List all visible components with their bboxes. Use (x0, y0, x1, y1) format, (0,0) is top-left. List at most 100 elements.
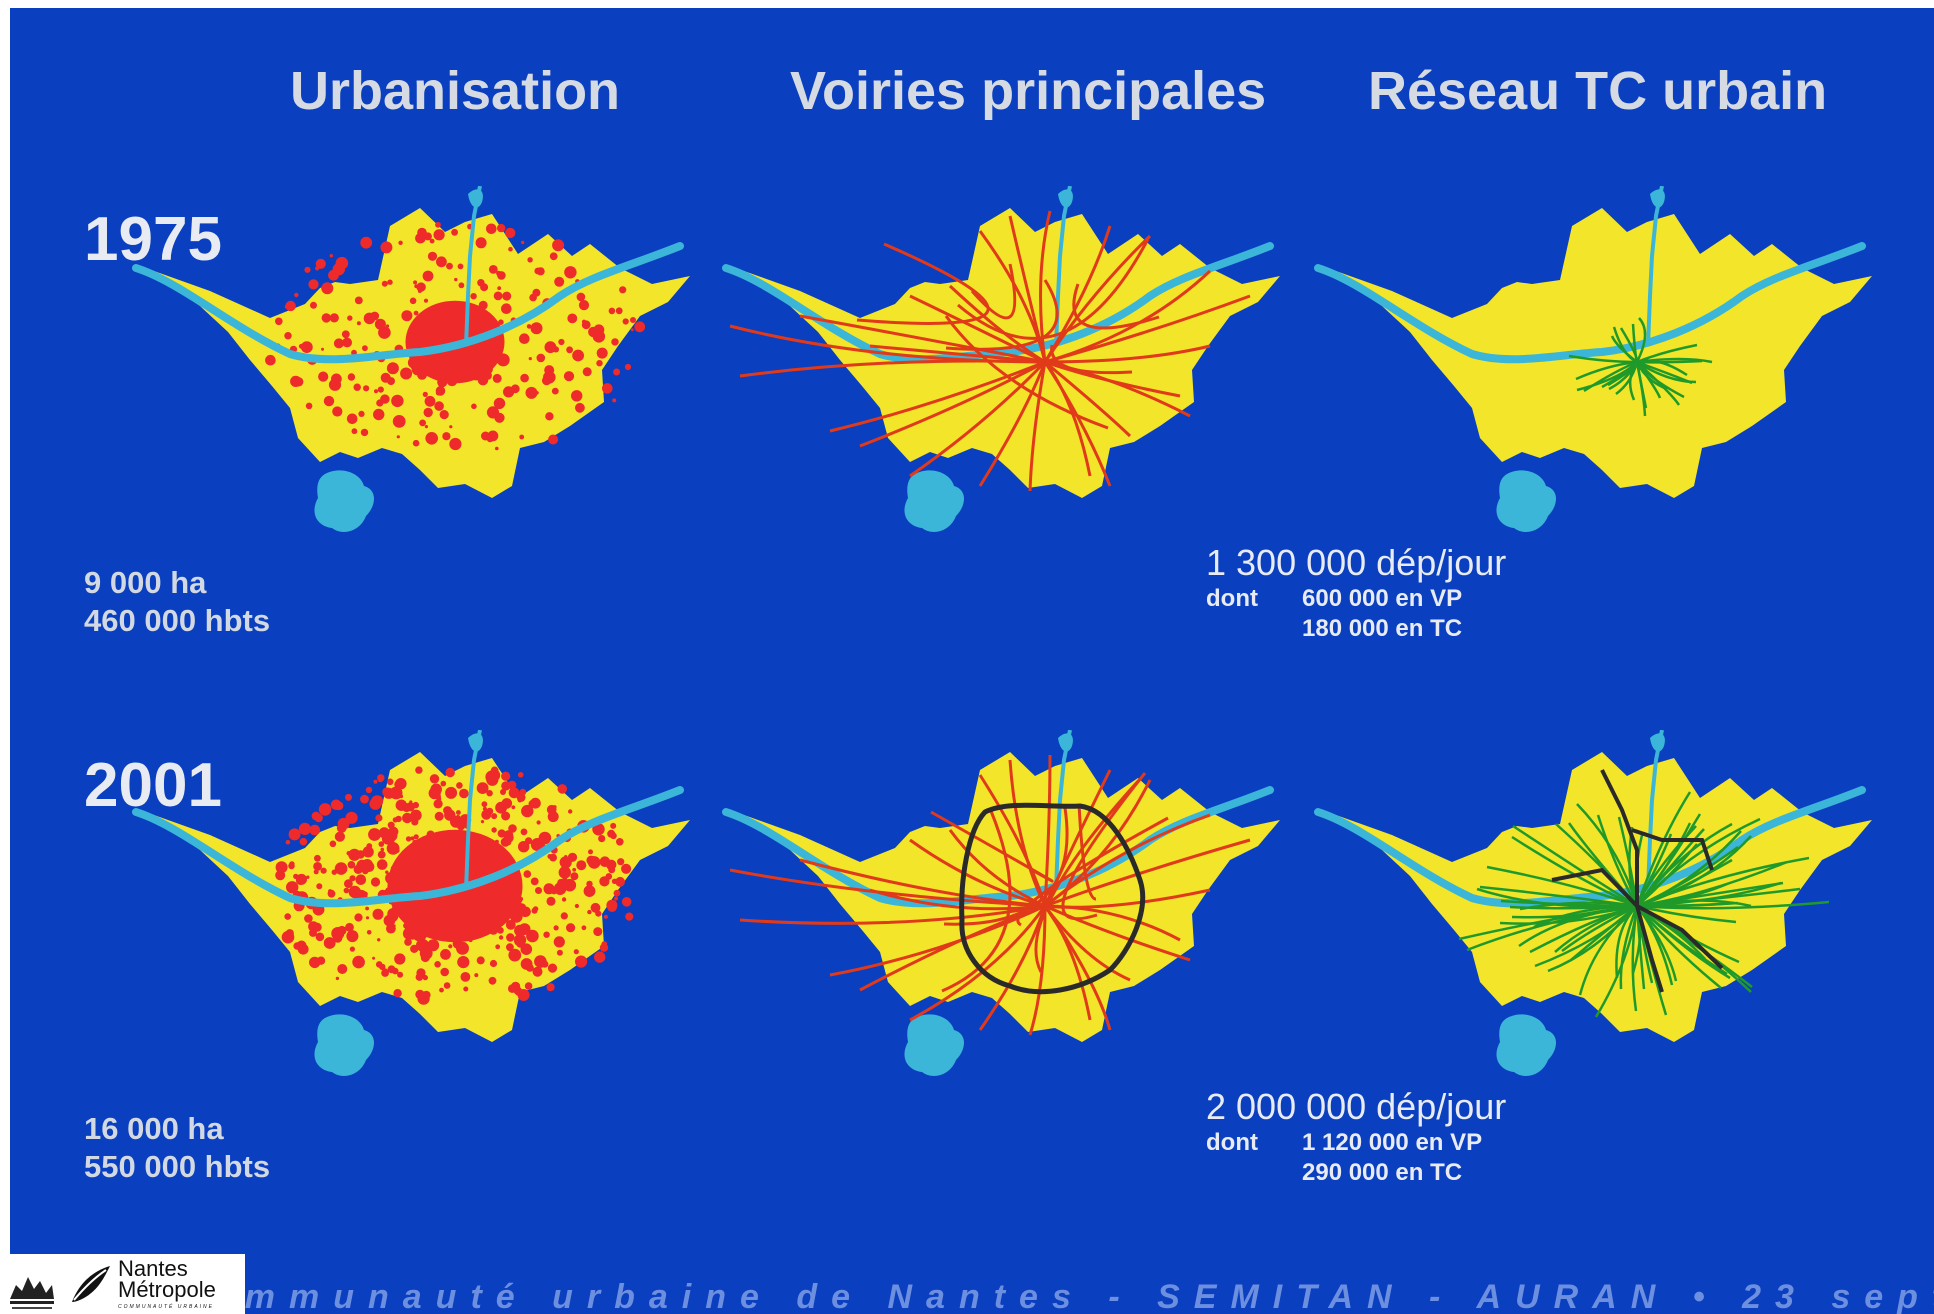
urban-patch-2001 (473, 892, 478, 897)
urban-patch-2001 (543, 931, 550, 938)
transit-line-2001 (1576, 803, 1639, 907)
urban-patch-2001 (275, 870, 286, 881)
urban-patch-2001 (410, 944, 419, 953)
urban-patch-1975 (376, 399, 384, 407)
urban-patch-1975 (634, 321, 646, 333)
urban-patch-1975 (417, 289, 422, 293)
urban-patch-2001 (547, 963, 558, 973)
urban-patch-1975 (496, 353, 510, 367)
urban-patch-2001 (390, 865, 396, 871)
urban-patch-2001 (426, 912, 432, 918)
urban-patch-1975 (442, 432, 451, 441)
nantes-metropole-leaf-icon (72, 1266, 110, 1302)
urban-patch-1975 (482, 358, 491, 366)
road-line-1975 (944, 315, 1109, 430)
transit-line-2001 (1561, 904, 1638, 953)
transit-line-2001 (1636, 817, 1761, 907)
column-title-reseau-tc: Réseau TC urbain (1368, 61, 1828, 121)
urban-patch-2001 (331, 869, 337, 875)
road-line-1975 (978, 361, 1047, 487)
urban-patch-2001 (501, 798, 513, 809)
logo-line-1: Nantes (118, 1256, 188, 1281)
urban-patch-1975 (529, 293, 537, 302)
transit-line-2001 (1635, 791, 1692, 907)
urban-patch-1975 (419, 419, 426, 427)
urban-patch-1975 (423, 298, 429, 303)
urban-patch-2001 (448, 944, 453, 949)
urban-patch-1975 (377, 386, 384, 393)
urban-patch-2001 (607, 902, 617, 912)
urban-patch-2001 (558, 866, 571, 879)
transit-line-1975 (1583, 360, 1638, 393)
urban-patch-2001 (288, 828, 301, 841)
urban-patch-2001 (422, 990, 431, 1000)
urban-patch-2001 (315, 908, 322, 916)
road-line-2001 (859, 904, 1046, 992)
urban-patch-1975 (608, 307, 616, 315)
urban-patch-2001 (574, 903, 579, 909)
column-title-urbanisation: Urbanisation (290, 61, 621, 121)
urban-patch-2001 (610, 822, 617, 829)
urban-patch-2001 (587, 856, 601, 869)
transit-line-2001 (1636, 904, 1737, 924)
urban-patch-1975 (412, 439, 420, 447)
urban-patch-1975 (521, 240, 525, 245)
road-line-1975 (799, 314, 1046, 364)
urban-patch-2001 (506, 943, 514, 952)
urban-patch-2001 (315, 932, 325, 942)
urban-patch-2001 (285, 929, 294, 938)
road-line-2001 (943, 807, 1069, 926)
urban-patch-1975 (413, 280, 418, 285)
urban-patch-1975 (408, 327, 413, 332)
stat-area-2001: 16 000 ha (84, 1111, 224, 1146)
urban-patch-2001 (625, 912, 634, 921)
urban-patch-2001 (495, 804, 504, 812)
urban-patch-2001 (434, 961, 441, 968)
map-reseau-tc-1975 (1314, 186, 1872, 532)
urban-patch-2001 (375, 814, 383, 822)
urban-patch-2001 (427, 871, 440, 885)
loire-river-2001 (1314, 786, 1866, 908)
road-line-2001 (1044, 904, 1191, 962)
urban-patch-2001 (467, 898, 478, 909)
urban-patch-1975 (630, 317, 636, 323)
urban-patch-2001 (440, 949, 451, 960)
urban-patch-1975 (503, 386, 515, 398)
urban-patch-1975 (420, 362, 430, 373)
trips-block-1975: 1 300 000 dép/jour dont 600 000 en VP 180… (1206, 542, 1506, 644)
urban-patch-1975 (387, 279, 393, 285)
transit-line-1975 (1635, 361, 1647, 417)
transit-line-2001 (1596, 814, 1639, 907)
urban-patch-2001 (488, 924, 499, 935)
urban-patch-1975 (505, 227, 516, 239)
urban-patch-1975 (488, 265, 498, 274)
urban-patch-2001 (457, 822, 465, 831)
road-line-2001 (1016, 816, 1169, 927)
urban-patch-2001 (463, 986, 469, 992)
urban-patch-2001 (447, 868, 454, 876)
urban-patch-2001 (525, 837, 533, 845)
urban-patch-1975 (415, 232, 426, 244)
urban-patch-2001 (459, 788, 469, 799)
urban-patch-2001 (377, 938, 381, 942)
urban-patch-2001 (566, 923, 576, 933)
urban-patch-2001 (405, 836, 412, 842)
urban-patch-2001 (583, 885, 596, 897)
urban-patch-2001 (391, 967, 399, 975)
urban-patch-1975 (527, 257, 533, 263)
transit-line-2001 (1619, 905, 1639, 990)
urban-patch-2001 (498, 935, 504, 940)
urban-patch-1975 (284, 332, 292, 340)
urban-patch-2001 (423, 942, 434, 953)
urban-patch-1975 (551, 387, 559, 395)
lake-shape-1975 (314, 470, 374, 532)
urban-patch-2001 (410, 857, 415, 861)
loire-river-1975 (1314, 242, 1866, 364)
urban-patch-1975 (454, 277, 458, 282)
urban-patch-2001 (575, 955, 588, 968)
road-line-2001 (909, 838, 1046, 908)
urban-patch-2001 (478, 889, 485, 897)
urban-patch-2001 (349, 875, 356, 882)
road-line-1975 (1043, 361, 1112, 487)
urban-patch-2001 (460, 903, 470, 913)
